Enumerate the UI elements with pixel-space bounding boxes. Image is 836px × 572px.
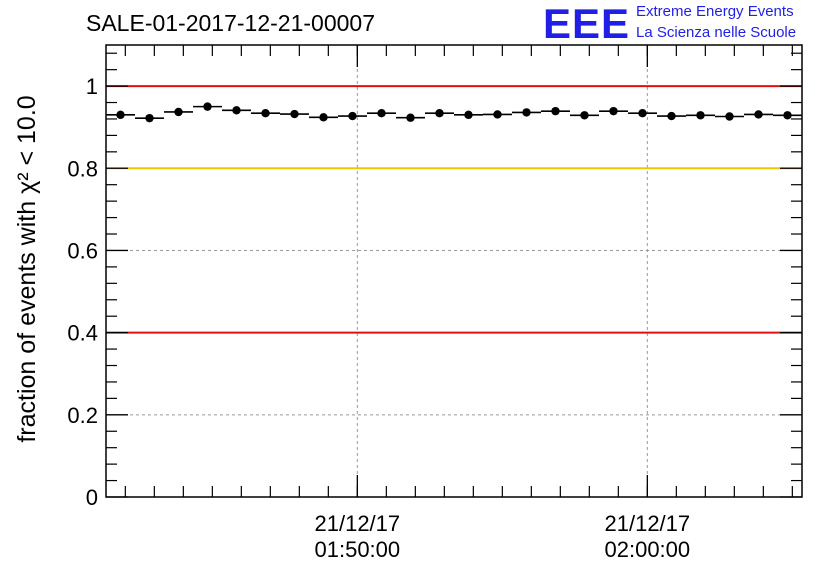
data-point bbox=[783, 111, 792, 120]
data-point bbox=[435, 109, 444, 118]
data-point bbox=[522, 108, 531, 117]
x-tick-date-label: 21/12/17 bbox=[315, 511, 401, 536]
data-point bbox=[290, 109, 299, 119]
data-point bbox=[319, 113, 328, 122]
x-tick-date-label: 21/12/17 bbox=[605, 511, 691, 536]
data-point bbox=[348, 111, 357, 121]
data-point bbox=[754, 110, 763, 119]
y-tick-label: 0.2 bbox=[67, 403, 98, 428]
data-point bbox=[493, 110, 502, 119]
data-point bbox=[145, 113, 154, 123]
data-point bbox=[232, 106, 241, 115]
y-tick-label: 0.8 bbox=[67, 156, 98, 181]
data-point bbox=[609, 106, 618, 116]
data-point bbox=[116, 110, 125, 120]
data-point bbox=[174, 107, 183, 117]
data-point bbox=[638, 109, 647, 118]
reference-lines bbox=[106, 85, 802, 334]
y-axis-label: fraction of events with χ² < 10.0 bbox=[13, 95, 41, 442]
logo-subtitle-1: Extreme Energy Events bbox=[636, 3, 794, 20]
chart-title: SALE-01-2017-12-21-00007 bbox=[86, 10, 375, 36]
data-point bbox=[203, 102, 212, 111]
data-point bbox=[551, 106, 560, 116]
y-tick-label: 0 bbox=[86, 485, 98, 510]
data-point bbox=[696, 111, 705, 120]
data-point bbox=[406, 113, 415, 122]
x-tick-time-label: 01:50:00 bbox=[315, 537, 401, 562]
y-tick-label: 0.6 bbox=[67, 238, 98, 263]
data-point bbox=[580, 111, 589, 120]
plot-frame bbox=[105, 44, 803, 498]
eee-logo: EEE bbox=[543, 0, 631, 47]
logo-subtitle-2: La Scienza nelle Scuole bbox=[636, 24, 797, 41]
y-tick-label: 0.4 bbox=[67, 321, 98, 346]
data-point bbox=[667, 111, 676, 121]
data-point bbox=[377, 109, 386, 118]
data-series bbox=[106, 102, 802, 123]
axes: 00.20.40.60.8121/12/1701:50:0021/12/1702… bbox=[67, 45, 802, 562]
x-tick-time-label: 02:00:00 bbox=[605, 537, 691, 562]
data-point bbox=[261, 109, 270, 118]
data-point bbox=[464, 110, 473, 120]
data-point bbox=[725, 112, 734, 121]
y-tick-label: 1 bbox=[86, 74, 98, 99]
